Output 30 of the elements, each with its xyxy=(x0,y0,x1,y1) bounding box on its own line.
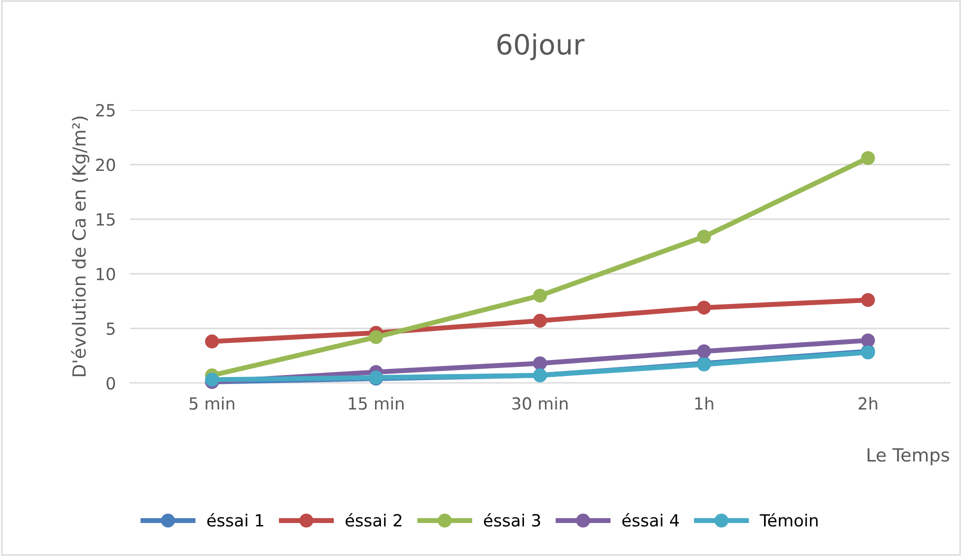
point xyxy=(533,288,547,303)
y-tick-label: 20 xyxy=(96,158,116,172)
y-tick-label: 10 xyxy=(96,268,116,280)
point xyxy=(697,344,711,358)
y-tick-label: 25 xyxy=(96,104,115,117)
y-axis-title: D'évolution de Ca en (Kg/m²) xyxy=(71,116,90,376)
y-tick-label: 15 xyxy=(96,213,115,226)
legend-label: éssai 4 xyxy=(622,513,679,527)
y-tick-label: 5 xyxy=(106,322,115,335)
point xyxy=(697,230,711,244)
x-tick-label: 1h xyxy=(695,396,714,410)
x-tick-label: 15 min xyxy=(348,396,404,410)
point xyxy=(369,330,383,344)
point xyxy=(861,333,875,348)
x-tick-label: 30 min xyxy=(512,396,568,410)
x-tick-label: 2h xyxy=(858,396,878,410)
legend-label: éssai 3 xyxy=(484,513,540,527)
legend-label: éssai 2 xyxy=(346,513,402,527)
x-axis-title: Le Temps xyxy=(868,448,950,466)
point xyxy=(861,293,875,307)
point xyxy=(205,334,219,348)
point xyxy=(861,151,875,165)
chart-title: 60jour xyxy=(497,33,585,60)
point xyxy=(533,314,547,328)
legend-label: éssai 1 xyxy=(207,513,264,527)
point xyxy=(533,356,547,370)
point xyxy=(697,300,711,315)
y-tick-label: 0 xyxy=(106,376,116,390)
legend-label: Témoin xyxy=(760,513,818,527)
x-tick-label: 5 min xyxy=(190,396,234,410)
